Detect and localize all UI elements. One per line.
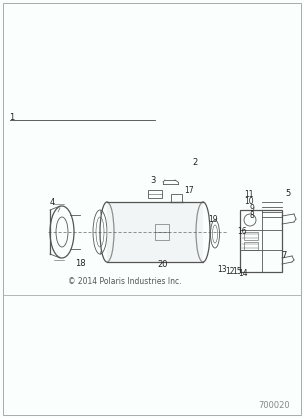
Text: 15: 15 bbox=[232, 267, 242, 276]
Bar bbox=[244, 232, 258, 240]
Text: 12: 12 bbox=[225, 267, 235, 276]
Text: 10: 10 bbox=[244, 197, 254, 206]
Text: 1: 1 bbox=[9, 114, 14, 122]
Text: 4: 4 bbox=[49, 198, 55, 207]
Text: 7: 7 bbox=[281, 251, 286, 260]
Bar bbox=[148, 190, 162, 198]
Text: 2: 2 bbox=[192, 158, 197, 167]
Text: 3: 3 bbox=[150, 176, 155, 185]
Bar bbox=[171, 194, 182, 202]
Text: 17: 17 bbox=[184, 186, 194, 195]
Text: 16: 16 bbox=[237, 227, 247, 236]
Bar bbox=[244, 242, 258, 250]
Text: 19: 19 bbox=[208, 215, 218, 224]
Text: 700020: 700020 bbox=[258, 400, 290, 410]
Text: © 2014 Polaris Industries Inc.: © 2014 Polaris Industries Inc. bbox=[68, 278, 181, 286]
Text: 9: 9 bbox=[249, 204, 254, 213]
Text: 8: 8 bbox=[249, 211, 254, 220]
Text: 18: 18 bbox=[75, 259, 85, 268]
Text: 13: 13 bbox=[217, 265, 227, 274]
Text: 20: 20 bbox=[158, 260, 168, 269]
Bar bbox=[240, 210, 282, 272]
Bar bbox=[155, 224, 169, 240]
Bar bbox=[107, 202, 203, 262]
Text: 14: 14 bbox=[238, 269, 248, 278]
Text: 11: 11 bbox=[244, 190, 254, 199]
Text: 5: 5 bbox=[285, 189, 290, 198]
